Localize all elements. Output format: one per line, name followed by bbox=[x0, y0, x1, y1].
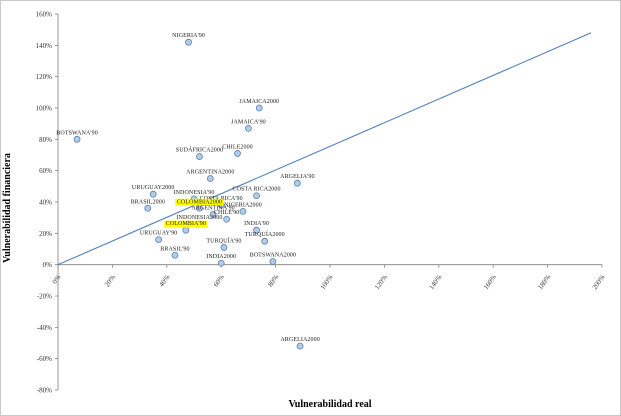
x-tick-label: 140% bbox=[428, 273, 444, 291]
data-point-label: TURQUÍA2000 bbox=[245, 230, 285, 238]
x-tick-label: 40% bbox=[158, 273, 172, 288]
data-point bbox=[217, 259, 225, 267]
data-point bbox=[144, 204, 152, 212]
data-point bbox=[149, 190, 157, 198]
data-point-label: ARGENTINA'90 bbox=[191, 206, 234, 212]
x-tick-label: 180% bbox=[536, 273, 552, 291]
highlight-box bbox=[175, 198, 224, 206]
y-tick-label: -20% bbox=[37, 293, 52, 301]
data-point bbox=[182, 226, 190, 234]
data-point bbox=[209, 211, 217, 218]
data-point-label: NIGERIA'90 bbox=[172, 33, 205, 39]
data-point-label: ARGENTINA2000 bbox=[186, 170, 234, 176]
data-point bbox=[234, 150, 241, 157]
data-point bbox=[155, 236, 163, 244]
data-point-label: INDONESIA'90 bbox=[174, 190, 215, 196]
x-tick-label: 20% bbox=[103, 273, 117, 288]
data-point-label: BOTSWANA'90 bbox=[56, 130, 98, 136]
data-point-label: BRASIL2000 bbox=[131, 199, 165, 205]
data-point-label: COLOMBIA'90 bbox=[166, 221, 206, 227]
x-tick-label: 100% bbox=[319, 273, 335, 291]
data-point bbox=[255, 104, 263, 112]
x-axis-title: Vulnerabilidad real bbox=[288, 399, 372, 410]
data-point-label: NIGERIA2000 bbox=[224, 202, 262, 208]
data-point-label: JAMAICA'90 bbox=[231, 119, 266, 125]
y-tick-label: -80% bbox=[37, 387, 52, 395]
data-point bbox=[253, 192, 260, 200]
y-tick-label: 80% bbox=[39, 136, 52, 144]
y-tick-label: 20% bbox=[39, 230, 52, 238]
data-point-label: INDONESIA2000 bbox=[176, 215, 222, 221]
data-point bbox=[269, 258, 277, 265]
data-point bbox=[171, 251, 179, 259]
data-point-label: CHILE2000 bbox=[222, 144, 253, 150]
highlight-box bbox=[164, 220, 208, 228]
data-point-label: INDIA'90 bbox=[244, 221, 269, 227]
data-point-label: TURQUÍA'90 bbox=[206, 236, 241, 244]
data-point-label: URUGUAY'90 bbox=[140, 231, 178, 237]
data-point-label: COSTA RICA2000 bbox=[233, 187, 281, 193]
trend-line bbox=[57, 32, 592, 266]
y-tick-label: -60% bbox=[37, 355, 52, 363]
x-tick-label: 160% bbox=[482, 273, 498, 291]
data-point-label: ARGELIA2000 bbox=[280, 337, 319, 343]
data-point bbox=[261, 237, 269, 245]
data-point bbox=[244, 124, 252, 132]
data-point bbox=[223, 215, 231, 223]
data-point-label: COLOMBIA2000 bbox=[177, 199, 222, 205]
data-point bbox=[185, 38, 192, 46]
x-tick-label: 200% bbox=[591, 273, 607, 291]
y-tick-label: 140% bbox=[36, 42, 53, 50]
data-point-label: INDIA2000 bbox=[206, 254, 236, 260]
y-tick-label: 120% bbox=[36, 73, 53, 81]
data-point bbox=[206, 175, 214, 182]
plot-area: -80% -60% -40% -20% 0% 20% 40% 60% 80% 100% 120% 14… bbox=[36, 11, 607, 395]
data-point bbox=[220, 244, 228, 251]
data-point bbox=[73, 135, 81, 143]
x-tick-label: 120% bbox=[373, 273, 389, 291]
data-point-label: SUDÁFRICA2000 bbox=[176, 146, 223, 154]
x-tick-label: 60% bbox=[212, 273, 226, 288]
data-point-label: URUGUAY2000 bbox=[132, 185, 175, 191]
y-tick-label: 60% bbox=[39, 167, 52, 175]
data-point-label: ARGELIA'90 bbox=[280, 174, 314, 180]
data-point bbox=[239, 207, 247, 215]
data-point-label: BRASIL'90 bbox=[160, 246, 189, 252]
y-tick-label: 100% bbox=[36, 105, 53, 113]
data-point bbox=[253, 226, 260, 234]
data-point-label: CHILE'90 bbox=[214, 210, 240, 216]
data-point-label: BOTSWANA2000 bbox=[250, 253, 297, 259]
x-tick-label: 0% bbox=[51, 273, 63, 285]
y-tick-label: 40% bbox=[39, 199, 52, 207]
y-tick-label: 0% bbox=[43, 261, 53, 269]
y-tick-label: 160% bbox=[36, 11, 53, 19]
data-point-label: JAMAICA2000 bbox=[239, 99, 279, 105]
data-point bbox=[293, 179, 301, 187]
y-tick-label: -40% bbox=[37, 324, 52, 332]
data-point bbox=[196, 153, 203, 160]
data-point bbox=[296, 342, 304, 350]
x-tick-label: 80% bbox=[266, 273, 280, 288]
